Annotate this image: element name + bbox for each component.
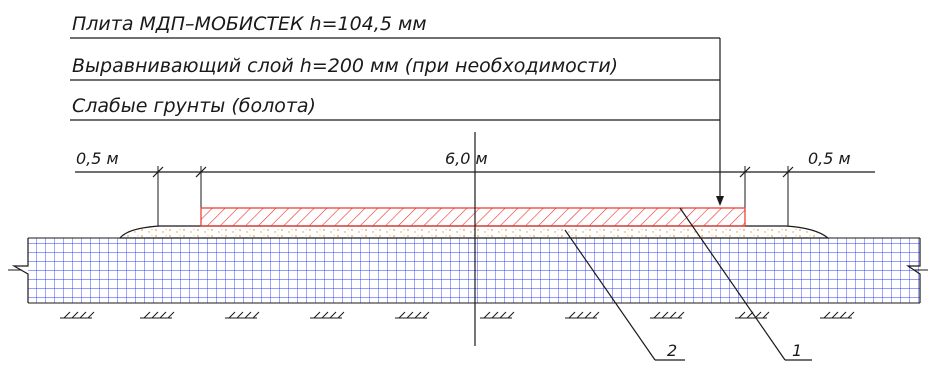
- legend-label-soil: Слабые грунты (болота): [72, 95, 316, 117]
- plate-hatched: [200, 207, 746, 227]
- break-symbol-right: [906, 238, 921, 303]
- legend-leader-arrow: [716, 196, 724, 206]
- plate-layer: [200, 207, 746, 227]
- dim-label-center: 6,0 м: [445, 149, 488, 168]
- callout-leader-leveling: [564, 229, 656, 361]
- legend-label-plate: Плита МДП–МОБИСТЕК h=104,5 мм: [72, 13, 427, 35]
- dim-label-right: 0,5 м: [808, 149, 851, 168]
- soil-layer: [8, 237, 928, 319]
- callout-number-leveling: 2: [667, 341, 677, 360]
- dim-tick-4: [782, 166, 794, 178]
- callout-number-plate: 1: [792, 341, 802, 360]
- callout-leader-plate: [679, 207, 786, 361]
- ground-hatching: [60, 311, 855, 319]
- legend: Плита МДП–МОБИСТЕК h=104,5 мм Выравниваю…: [70, 13, 724, 206]
- soil-grid: [28, 238, 920, 303]
- dim-tick-2: [195, 166, 207, 178]
- dim-tick-3: [739, 166, 751, 178]
- legend-label-leveling: Выравнивающий слой h=200 мм (при необход…: [72, 55, 618, 77]
- break-symbol-left: [11, 238, 29, 303]
- leveling-layer: [118, 225, 830, 239]
- dim-label-left: 0,5 м: [76, 149, 119, 168]
- callouts: 1 2: [564, 207, 812, 361]
- dim-tick-1: [152, 166, 164, 178]
- leveling-mound: [118, 225, 830, 239]
